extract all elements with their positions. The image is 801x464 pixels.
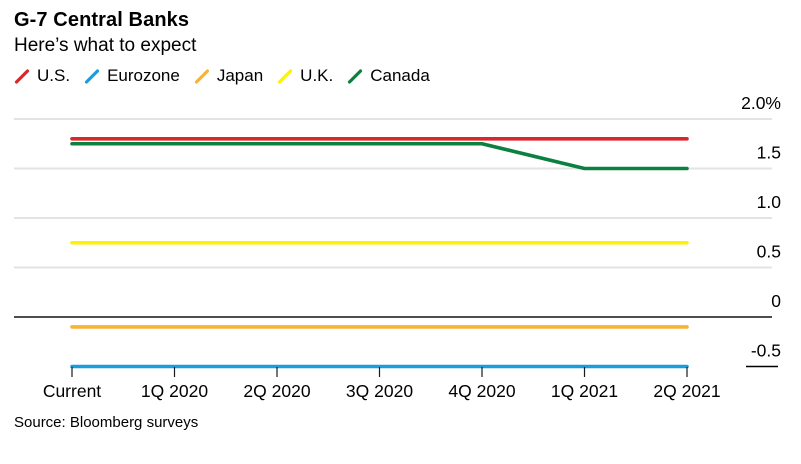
x-axis-label: 1Q 2021 (551, 381, 618, 401)
legend-label-canada: Canada (370, 66, 430, 85)
y-axis-label: -0.5 (751, 341, 781, 361)
legend-label-eurozone: Eurozone (107, 66, 180, 85)
y-axis-label: 2.0% (741, 93, 781, 113)
legend-swatch-uk-icon (278, 68, 293, 84)
source-attribution: Source: Bloomberg surveys (14, 414, 199, 431)
legend-label-uk: U.K. (300, 66, 334, 85)
series-line-canada (70, 141, 689, 171)
legend-swatch-us-icon (14, 68, 30, 84)
chart-legend: U.S. Eurozone Japan U.K. Canada (14, 64, 430, 88)
x-axis-label: 2Q 2021 (653, 381, 720, 401)
chart-title: G-7 Central Banks (14, 9, 190, 31)
x-axis-label: Current (43, 381, 101, 401)
legend-swatch-japan-icon (194, 68, 209, 84)
legend-swatch-eurozone-icon (84, 68, 100, 84)
legend-label-us: U.S. (37, 66, 71, 85)
y-axis-label: 0.5 (757, 242, 781, 262)
y-axis-label: 1.5 (757, 143, 781, 163)
legend-item-japan: Japan (194, 66, 263, 86)
legend-item-eurozone: Eurozone (84, 66, 180, 86)
legend-label-japan: Japan (216, 66, 264, 85)
y-axis-label: 0 (771, 291, 781, 311)
x-axis-label: 2Q 2020 (243, 381, 310, 401)
x-axis-label: 3Q 2020 (346, 381, 413, 401)
legend-item-us: U.S. (14, 66, 70, 86)
legend-item-canada: Canada (347, 66, 430, 86)
x-axis-label: 1Q 2020 (141, 381, 208, 401)
chart-subtitle: Here’s what to expect (14, 35, 197, 56)
legend-item-uk: U.K. (277, 66, 333, 86)
legend-swatch-canada-icon (348, 68, 363, 84)
x-axis-label: 4Q 2020 (448, 381, 515, 401)
y-axis-label: 1.0 (757, 192, 782, 212)
